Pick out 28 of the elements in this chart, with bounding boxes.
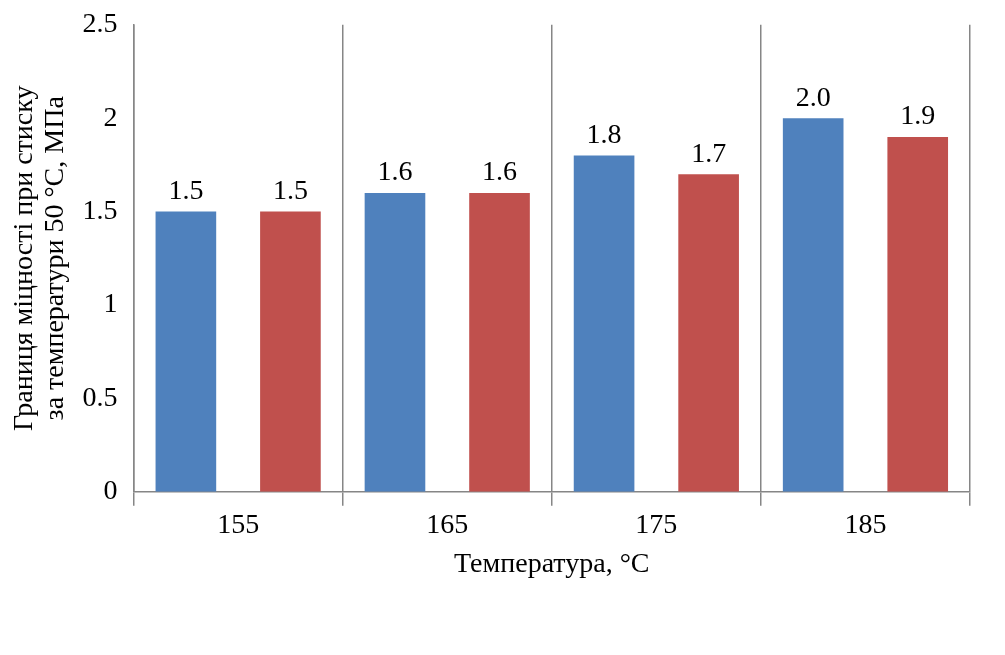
y-axis-title: Границя міцності при стиску за температури 50 °С, МПа <box>6 85 69 432</box>
data-label: 1.7 <box>691 136 727 168</box>
y-tick-label: 0 <box>103 474 118 506</box>
x-tick-label: 165 <box>426 507 469 539</box>
y-tick-label: 1.5 <box>82 193 118 225</box>
data-label: 2.0 <box>795 80 831 112</box>
y-tick-label: 1 <box>103 287 118 319</box>
x-tick-label: 155 <box>217 507 260 539</box>
bar <box>260 211 321 492</box>
bar <box>573 155 635 492</box>
data-label: 1.5 <box>168 173 204 205</box>
y-tick-label: 2 <box>103 100 118 132</box>
y-tick-label: 2.5 <box>82 7 118 39</box>
x-tick-label: 175 <box>635 507 678 539</box>
x-axis-title: Температура, °С <box>454 546 650 578</box>
bar <box>678 174 739 492</box>
x-tick-label: 185 <box>844 507 887 539</box>
data-label: 1.9 <box>900 99 936 131</box>
bar <box>364 192 426 492</box>
bar <box>887 136 949 492</box>
data-label: 1.6 <box>482 155 518 187</box>
bar <box>782 118 844 492</box>
data-label: 1.5 <box>272 173 308 205</box>
data-label: 1.6 <box>377 155 413 187</box>
bar <box>155 211 217 492</box>
y-tick-label: 0.5 <box>82 380 118 412</box>
bar <box>469 192 530 492</box>
data-label: 1.8 <box>586 117 622 149</box>
